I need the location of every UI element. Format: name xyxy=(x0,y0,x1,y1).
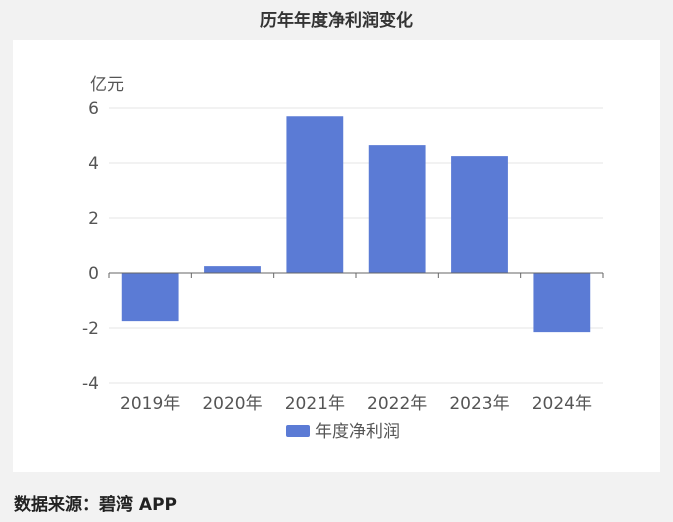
bar-chart: 亿元 -4 -2 0 2 4 6 2019年 2020年 2021年 2022年 2023年 202… xyxy=(82,75,604,442)
bar-2022年[interactable] xyxy=(368,145,426,273)
x-tick-label: 2023年 xyxy=(449,394,509,414)
x-tick-label: 2022年 xyxy=(367,394,427,414)
y-tick-label: 4 xyxy=(88,154,99,174)
legend: 年度净利润 xyxy=(286,422,400,442)
x-tick-label: 2020年 xyxy=(202,394,262,414)
y-axis-unit: 亿元 xyxy=(90,75,124,95)
y-tick-label: -4 xyxy=(82,374,99,394)
y-tick-label: 0 xyxy=(88,264,99,284)
x-axis xyxy=(108,272,604,278)
bar-2019年[interactable] xyxy=(121,273,179,322)
y-tick-label: 2 xyxy=(88,209,99,229)
x-tick-label: 2021年 xyxy=(285,394,345,414)
y-tick-labels: -4 -2 0 2 4 6 xyxy=(82,99,99,394)
bar-2023年[interactable] xyxy=(451,156,508,273)
x-tick-labels: 2019年 2020年 2021年 2022年 2023年 2024年 xyxy=(120,394,592,414)
bars xyxy=(121,116,591,333)
data-source-note: 数据来源：碧湾 APP xyxy=(14,495,177,515)
bar-2024年[interactable] xyxy=(533,273,591,333)
legend-label[interactable]: 年度净利润 xyxy=(315,422,400,442)
x-tick-label: 2024年 xyxy=(532,394,592,414)
chart-panel: 亿元 -4 -2 0 2 4 6 2019年 2020年 2021年 2022年 2023年 202… xyxy=(13,40,660,472)
grid-lines xyxy=(109,107,603,384)
bar-2020年[interactable] xyxy=(204,266,261,273)
chart-title: 历年年度净利润变化 xyxy=(260,11,413,31)
legend-swatch[interactable] xyxy=(286,425,310,437)
y-tick-label: -2 xyxy=(82,319,99,339)
y-tick-label: 6 xyxy=(88,99,99,119)
bar-2021年[interactable] xyxy=(286,116,344,273)
x-tick-label: 2019年 xyxy=(120,394,180,414)
